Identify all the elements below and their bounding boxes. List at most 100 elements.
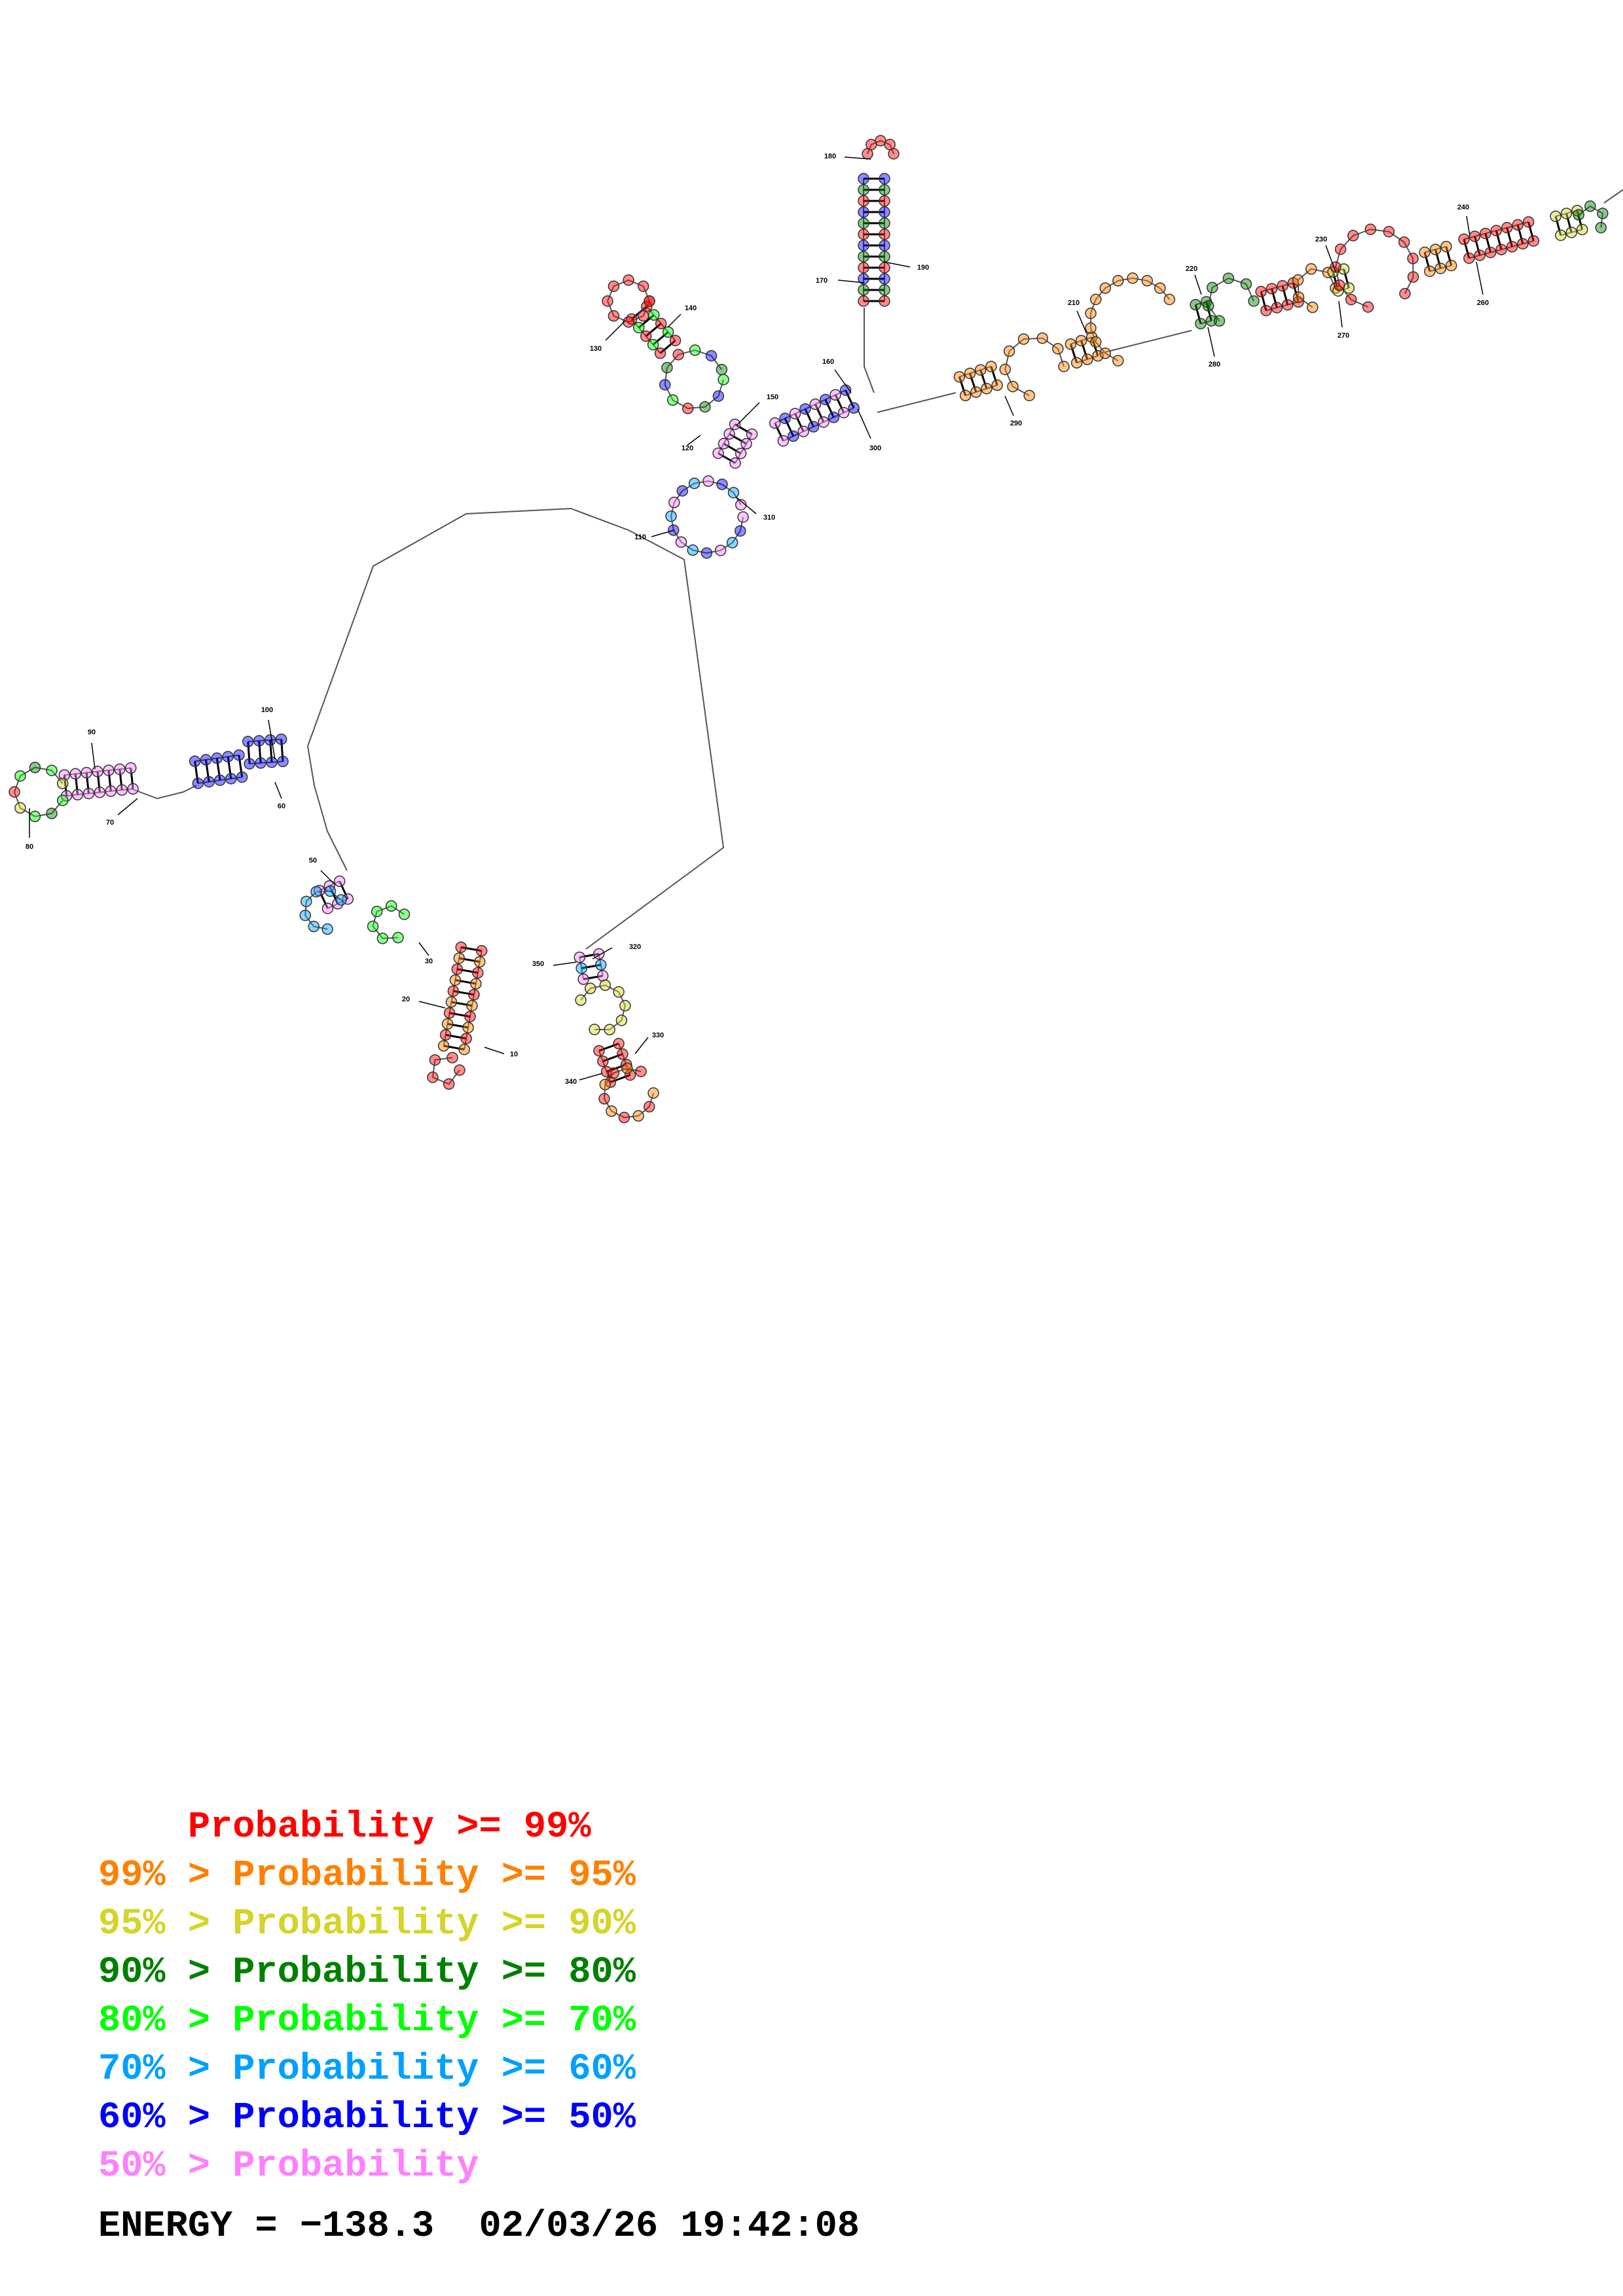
- backbone-segment: [664, 349, 724, 410]
- nucleotide: [1419, 246, 1431, 259]
- nucleotide: [687, 544, 699, 556]
- connector-line: [1423, 252, 1431, 272]
- nucleotide: [1089, 293, 1102, 306]
- backbone-segment: [867, 139, 894, 154]
- connector-line: [1207, 327, 1215, 357]
- nucleotide: [29, 810, 41, 823]
- nucleotide: [447, 1052, 458, 1064]
- connector-line: [1474, 236, 1481, 256]
- nucleotide: [29, 761, 41, 774]
- connector-line: [729, 433, 747, 445]
- position-label: 120: [682, 444, 693, 452]
- position-label: 160: [822, 358, 834, 366]
- connector-line: [91, 742, 96, 770]
- position-label: 220: [1186, 265, 1197, 273]
- nucleotide: [474, 956, 486, 968]
- connector-line: [274, 781, 282, 799]
- position-label: 260: [1477, 299, 1489, 307]
- connector-line: [824, 399, 835, 418]
- connector-line: [774, 422, 784, 442]
- nucleotide: [789, 408, 801, 420]
- nucleotide: [858, 251, 869, 262]
- nucleotide: [613, 1037, 625, 1050]
- nucleotide: [82, 787, 95, 800]
- backbone-segment: [1099, 330, 1192, 354]
- nucleotide: [277, 755, 289, 768]
- nucleotide: [1576, 223, 1588, 236]
- nucleotide: [608, 1067, 620, 1079]
- nucleotide: [454, 1064, 465, 1076]
- nucleotide: [1490, 224, 1503, 237]
- position-label: 350: [532, 960, 544, 968]
- nucleotide: [879, 217, 890, 229]
- connector-line: [204, 759, 210, 782]
- nucleotide: [991, 379, 1003, 391]
- nucleotide: [1364, 223, 1377, 236]
- connector-line: [583, 975, 603, 980]
- nucleotide: [1424, 265, 1436, 278]
- nucleotide: [1407, 271, 1419, 283]
- nucleotide: [879, 240, 890, 251]
- nucleotide: [974, 364, 987, 376]
- position-label: 50: [309, 857, 317, 865]
- connector-line: [1506, 227, 1514, 247]
- nucleotide: [959, 389, 972, 402]
- nucleotide: [1480, 227, 1491, 240]
- nucleotide: [644, 295, 655, 307]
- nucleotide: [244, 758, 255, 770]
- nucleotide: [726, 537, 739, 548]
- nucleotide: [787, 430, 799, 442]
- nucleotide: [472, 967, 484, 979]
- connector-line: [1516, 224, 1524, 244]
- connector-line: [1080, 340, 1089, 360]
- nucleotide: [1085, 307, 1097, 319]
- legend-item: Probability >= 99%: [98, 1806, 591, 1848]
- connector-line: [651, 529, 675, 537]
- position-label: 320: [629, 943, 641, 951]
- nucleotide: [1154, 282, 1166, 294]
- nucleotide: [1255, 285, 1267, 298]
- nucleotide: [807, 421, 820, 433]
- nucleotide: [716, 363, 728, 376]
- legend-item: 99% > Probability >= 95%: [98, 1855, 636, 1897]
- legend-item: 60% > Probability >= 50%: [98, 2097, 636, 2139]
- nucleotide: [324, 885, 337, 897]
- nucleotide: [266, 756, 278, 768]
- connector-line: [1484, 233, 1492, 253]
- backbone-segment: [1603, 189, 1623, 204]
- nucleotide: [879, 228, 890, 240]
- nucleotide: [114, 763, 126, 775]
- connector-line: [837, 279, 865, 283]
- nucleotide: [264, 734, 276, 746]
- nucleotide: [1281, 298, 1294, 311]
- connector-line: [553, 961, 577, 966]
- nucleotide: [643, 1101, 655, 1113]
- connector-line: [1281, 285, 1289, 306]
- position-labels: 10 20 30 50 60 70 80 90 100 110 120 130 140 150 160 170…: [26, 152, 1489, 1086]
- nucleotide: [1522, 216, 1535, 228]
- nucleotide: [449, 974, 462, 986]
- nucleotide: [476, 945, 488, 957]
- nucleotide: [1089, 336, 1102, 348]
- connector-line: [258, 740, 262, 763]
- nucleotide: [718, 374, 729, 386]
- position-label: 150: [767, 393, 778, 401]
- nucleotide: [1003, 345, 1015, 357]
- nucleotide: [858, 206, 869, 218]
- nucleotide: [1334, 243, 1347, 255]
- nucleotide: [828, 411, 840, 423]
- backbone-lines: [13, 139, 1623, 1119]
- nucleotide: [830, 389, 841, 401]
- connector-line: [883, 261, 911, 268]
- position-label: 100: [261, 706, 273, 714]
- nucleotide: [1141, 275, 1153, 287]
- connector-line: [1004, 395, 1014, 416]
- nucleotide: [214, 774, 226, 786]
- backbone-segment: [372, 905, 405, 939]
- connector-line: [784, 418, 795, 437]
- nucleotide: [468, 988, 480, 1001]
- connector-line: [598, 1043, 619, 1052]
- connector-line: [280, 739, 284, 762]
- nucleotide: [455, 941, 467, 953]
- nucleotide: [620, 1058, 632, 1071]
